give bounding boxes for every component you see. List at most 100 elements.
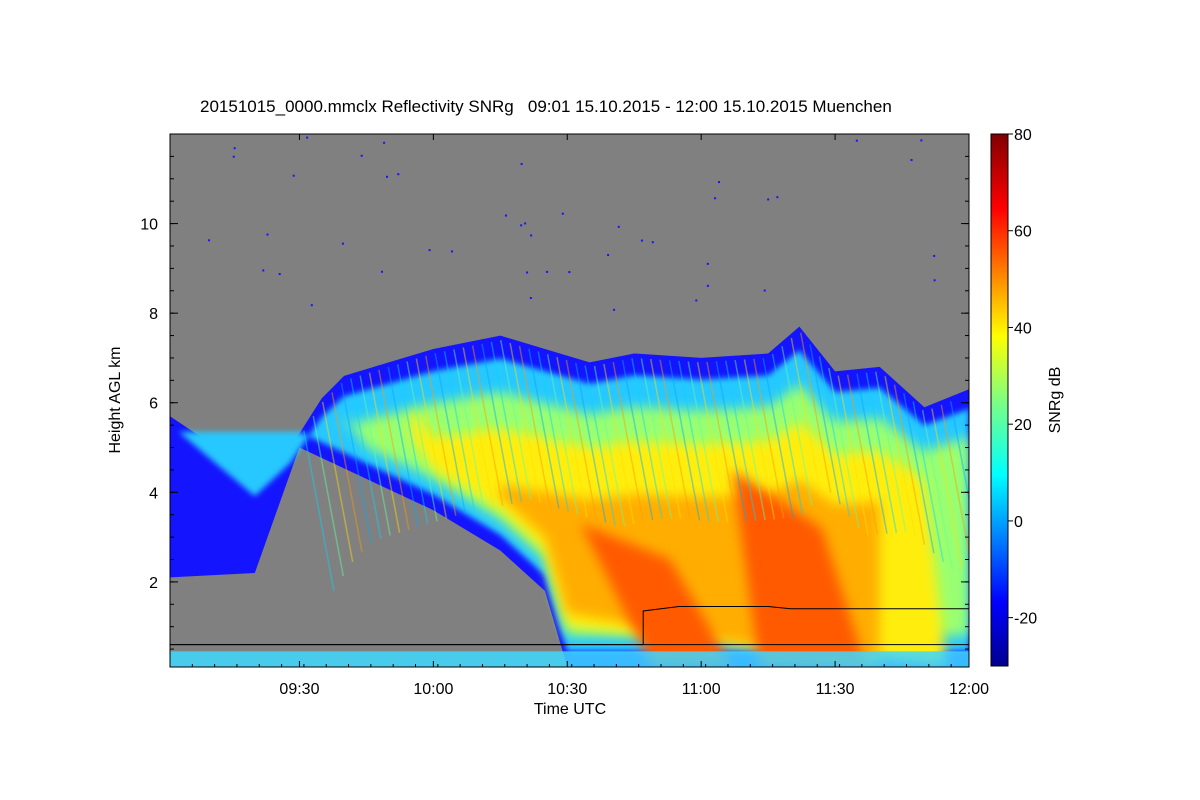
- fallstreak: [575, 362, 607, 523]
- fallstreak: [406, 361, 438, 522]
- noise-pixel: [208, 239, 211, 242]
- fallstreak: [396, 364, 429, 525]
- fallstreak: [500, 340, 532, 501]
- colorbar-axis: -20 0 20 40 60 80: [1008, 127, 1037, 628]
- noise-pixel: [520, 162, 523, 165]
- fallstreak: [715, 361, 748, 522]
- noise-pixel: [776, 196, 779, 199]
- fallstreak: [903, 393, 935, 554]
- x-tick-label: 09:30: [279, 681, 319, 698]
- noise-pixel: [695, 299, 698, 302]
- fallstreak: [621, 360, 654, 521]
- fallstreak: [650, 358, 682, 520]
- x-tick-label: 12:00: [949, 681, 989, 698]
- fallstreak: [537, 351, 569, 512]
- noise-pixel: [561, 212, 564, 215]
- fallstreak: [743, 359, 776, 520]
- fallstreak: [790, 337, 823, 499]
- fallstreak: [584, 365, 616, 526]
- noise-pixel: [640, 239, 643, 242]
- colorbar-tick-label: 0: [1014, 514, 1023, 531]
- x-tick-label: 11:30: [816, 681, 855, 698]
- fallstreak: [781, 345, 813, 507]
- cloud-echo-core-1: [580, 523, 733, 667]
- fallstreak: [603, 363, 635, 525]
- noise-pixel: [763, 289, 766, 292]
- fallstreak: [734, 360, 766, 521]
- x-axis-label: Time UTC: [534, 701, 606, 718]
- noise-pixel: [651, 241, 654, 244]
- fallstreak: [378, 369, 410, 531]
- fallstreak: [425, 355, 457, 516]
- fallstreak: [331, 392, 363, 553]
- noise-pixel: [607, 253, 610, 256]
- y-tick-label: 6: [149, 396, 158, 413]
- fallstreak: [368, 372, 401, 533]
- fallstreak: [462, 347, 495, 508]
- noise-pixel: [920, 139, 923, 142]
- noise-pixel: [292, 174, 295, 177]
- noise-pixels: [208, 136, 936, 311]
- fallstreak: [912, 401, 944, 562]
- fallstreak: [753, 358, 785, 520]
- noise-pixel: [380, 270, 383, 273]
- noise-pixel: [530, 234, 533, 237]
- noise-pixel: [524, 222, 527, 225]
- fallstreak: [359, 375, 391, 536]
- noise-pixel: [718, 181, 721, 184]
- noise-pixel: [266, 233, 269, 236]
- colorbar-tick-label: -20: [1014, 611, 1037, 628]
- noise-pixel: [933, 279, 936, 282]
- fallstreak: [490, 341, 523, 502]
- noise-pixel: [933, 254, 936, 257]
- colorbar-tick-label: 40: [1014, 320, 1032, 337]
- y-tick-label: 4: [149, 485, 158, 502]
- noise-pixel: [529, 297, 532, 300]
- noise-pixel: [910, 159, 913, 162]
- noise-pixel: [617, 225, 620, 228]
- noise-pixel: [262, 269, 265, 272]
- fallstreak: [846, 374, 879, 535]
- colorbar-tick-label: 60: [1014, 224, 1032, 241]
- x-tick-label: 10:00: [413, 681, 453, 698]
- fallstreak: [546, 354, 579, 515]
- fallstreak: [771, 353, 804, 515]
- fallstreak: [828, 367, 860, 529]
- fallstreak: [340, 382, 373, 544]
- fallstreak: [387, 366, 420, 528]
- fallstreak: [678, 360, 710, 522]
- fallstreak: [565, 359, 598, 521]
- fallstreak: [949, 400, 969, 503]
- fallstreak: [837, 375, 869, 536]
- fallstreak: [696, 362, 729, 523]
- fallstreak: [640, 358, 673, 519]
- noise-pixel: [714, 197, 717, 200]
- noise-pixel: [613, 308, 616, 311]
- noise-pixel: [310, 304, 313, 307]
- fallstreak: [762, 358, 794, 519]
- noise-pixel: [451, 250, 454, 253]
- fallstreak: [303, 430, 335, 592]
- noise-pixel: [855, 139, 858, 142]
- cloud-echo-core-2: [732, 469, 867, 667]
- noise-pixel: [341, 242, 344, 245]
- fallstreak: [312, 415, 345, 577]
- noise-pixel: [504, 214, 507, 217]
- noise-pixel: [386, 175, 389, 178]
- fallstreak: [874, 371, 907, 532]
- fallstreak: [471, 345, 504, 506]
- y-tick-label: 10: [140, 217, 158, 234]
- x-axis: 09:30 10:00 10:30 11:00 11:30 12:00: [169, 134, 989, 698]
- near-ground-band: [170, 651, 969, 667]
- noise-pixel: [306, 136, 309, 139]
- noise-pixel: [767, 198, 770, 201]
- fallstreak: [556, 356, 588, 518]
- fallstreak: [893, 384, 926, 545]
- noise-pixel: [526, 271, 529, 274]
- noise-pixel: [520, 224, 523, 227]
- colorbar-tick-label: 20: [1014, 417, 1032, 434]
- fallstreak: [434, 352, 466, 514]
- fallstreak: [706, 361, 738, 523]
- colorbar-tick-label: 80: [1014, 127, 1032, 144]
- fallstreak: [350, 378, 382, 539]
